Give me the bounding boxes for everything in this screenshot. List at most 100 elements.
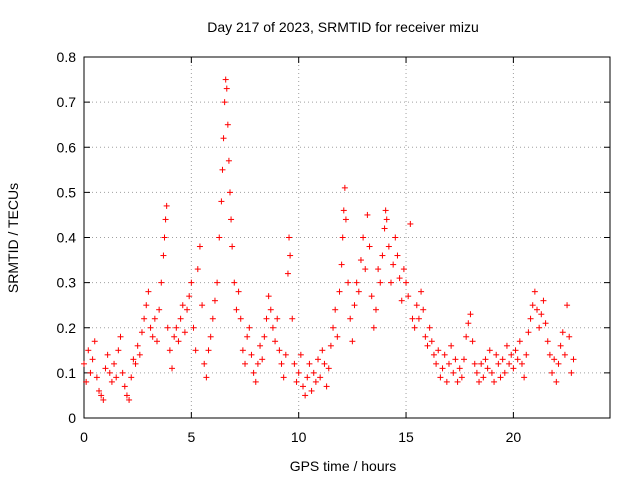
data-point (523, 351, 530, 358)
data-point (263, 315, 270, 322)
data-point (161, 234, 168, 241)
data-point (128, 374, 135, 381)
data-point (145, 288, 152, 295)
data-point (164, 324, 171, 331)
data-point (175, 338, 182, 345)
data-point (388, 279, 395, 286)
data-point (469, 338, 476, 345)
data-point (115, 347, 122, 354)
data-point (229, 243, 236, 250)
data-point (561, 351, 568, 358)
y-tick-label: 0.6 (57, 139, 77, 155)
data-point (478, 360, 485, 367)
data-point (482, 356, 489, 363)
data-point (181, 329, 188, 336)
data-point (341, 184, 348, 191)
data-point (231, 279, 238, 286)
data-point (424, 342, 431, 349)
data-point (323, 383, 330, 390)
data-point (91, 338, 98, 345)
data-point (347, 315, 354, 322)
data-point (321, 360, 328, 367)
data-point (291, 360, 298, 367)
data-point (242, 360, 249, 367)
data-point (87, 369, 94, 376)
data-point (385, 243, 392, 250)
data-point (370, 324, 377, 331)
data-point (514, 356, 521, 363)
data-point (452, 356, 459, 363)
data-point (349, 338, 356, 345)
data-point (141, 315, 148, 322)
data-point (248, 351, 255, 358)
data-point (491, 378, 498, 385)
data-point (126, 396, 133, 403)
data-point (357, 257, 364, 264)
data-point (259, 356, 266, 363)
data-point (360, 234, 367, 241)
data-point (111, 360, 118, 367)
data-point (319, 347, 326, 354)
data-point (493, 351, 500, 358)
data-point (93, 374, 100, 381)
data-point (364, 211, 371, 218)
data-point (506, 360, 513, 367)
data-point (400, 266, 407, 273)
data-point (147, 324, 154, 331)
y-tick-label: 0.1 (57, 365, 77, 381)
data-point (422, 333, 429, 340)
data-point (98, 392, 105, 399)
x-tick-label: 15 (398, 429, 414, 445)
data-point (246, 324, 253, 331)
data-point (332, 306, 339, 313)
data-point (327, 342, 334, 349)
data-point (525, 329, 532, 336)
data-point (366, 243, 373, 250)
data-point (151, 315, 158, 322)
data-point (299, 383, 306, 390)
data-point (377, 279, 384, 286)
data-point (286, 234, 293, 241)
y-tick-label: 0.4 (57, 230, 77, 246)
data-point (310, 369, 317, 376)
data-point (102, 365, 109, 372)
data-point (138, 329, 145, 336)
data-point (233, 306, 240, 313)
x-axis-title: GPS time / hours (290, 458, 397, 474)
data-point (252, 378, 259, 385)
data-point (471, 360, 478, 367)
data-point (351, 302, 358, 309)
data-point (465, 320, 472, 327)
data-point (295, 369, 302, 376)
data-point (302, 392, 309, 399)
data-point (536, 324, 543, 331)
data-point (226, 189, 233, 196)
data-point (265, 293, 272, 300)
data-point (368, 293, 375, 300)
data-point (123, 392, 130, 399)
data-point (199, 302, 206, 309)
data-point (153, 338, 160, 345)
data-point (405, 293, 412, 300)
data-point (336, 288, 343, 295)
data-point (553, 378, 560, 385)
data-point (516, 338, 523, 345)
data-point (568, 369, 575, 376)
data-point (160, 252, 167, 259)
data-point (237, 315, 244, 322)
data-point (495, 360, 502, 367)
data-point (304, 374, 311, 381)
data-point (398, 297, 405, 304)
y-tick-label: 0 (68, 410, 76, 426)
data-point (428, 338, 435, 345)
data-point (261, 333, 268, 340)
data-point (411, 324, 418, 331)
data-point (254, 360, 261, 367)
data-point (527, 315, 534, 322)
data-point (551, 356, 558, 363)
grid-lines (84, 57, 610, 418)
data-point (306, 360, 313, 367)
plot-frame (83, 56, 611, 419)
data-point (557, 342, 564, 349)
data-point (173, 324, 180, 331)
